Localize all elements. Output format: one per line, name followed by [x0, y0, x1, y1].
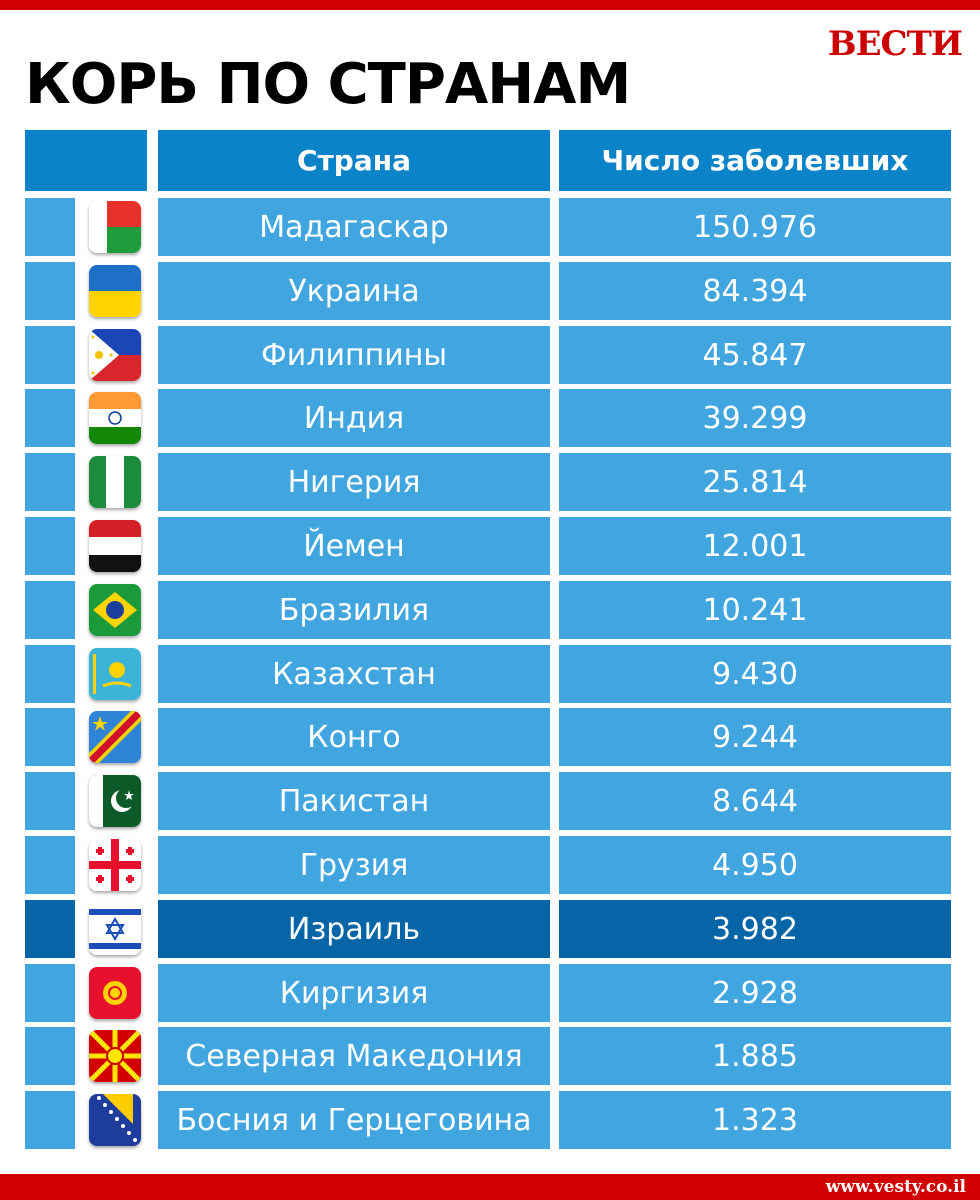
- case-count: 9.430: [559, 645, 951, 703]
- country-name: Казахстан: [158, 645, 550, 703]
- country-name: Мадагаскар: [158, 198, 550, 256]
- country-name: Северная Македония: [158, 1027, 550, 1085]
- georgia-flag-icon: [89, 839, 141, 891]
- table-row: Казахстан 9.430: [0, 645, 980, 703]
- case-count: 10.241: [559, 581, 951, 639]
- table-row: Конго 9.244: [0, 708, 980, 766]
- table-row: Йемен 12.001: [0, 517, 980, 575]
- row-marker-cell: [25, 326, 75, 384]
- case-count: 150.976: [559, 198, 951, 256]
- ukraine-flag-icon: [89, 265, 141, 317]
- country-name: Украина: [158, 262, 550, 320]
- row-marker-cell: [25, 645, 75, 703]
- table-row: Мадагаскар 150.976: [0, 198, 980, 256]
- case-count: 4.950: [559, 836, 951, 894]
- row-marker-cell: [25, 453, 75, 511]
- column-header-cases: Число заболевших: [559, 130, 951, 191]
- case-count: 2.928: [559, 964, 951, 1022]
- israel-flag-icon: [89, 903, 141, 955]
- table-row: Киргизия 2.928: [0, 964, 980, 1022]
- country-name: Босния и Герцеговина: [158, 1091, 550, 1149]
- chart-title: КОРЬ ПО СТРАНАМ: [25, 52, 631, 117]
- row-marker-cell: [25, 1027, 75, 1085]
- philippines-flag-icon: [89, 329, 141, 381]
- kazakhstan-flag-icon: [89, 648, 141, 700]
- case-count: 8.644: [559, 772, 951, 830]
- table-row: Израиль 3.982: [0, 900, 980, 958]
- country-name: Филиппины: [158, 326, 550, 384]
- row-marker-cell: [25, 581, 75, 639]
- row-marker-cell: [25, 389, 75, 447]
- country-name: Израиль: [158, 900, 550, 958]
- country-name: Пакистан: [158, 772, 550, 830]
- country-name: Грузия: [158, 836, 550, 894]
- case-count: 84.394: [559, 262, 951, 320]
- site-url: www.vesty.co.il: [825, 1177, 966, 1197]
- table-row: Нигерия 25.814: [0, 453, 980, 511]
- case-count: 25.814: [559, 453, 951, 511]
- row-marker-cell: [25, 262, 75, 320]
- table-row: Индия 39.299: [0, 389, 980, 447]
- row-marker-cell: [25, 198, 75, 256]
- pakistan-flag-icon: [89, 775, 141, 827]
- case-count: 9.244: [559, 708, 951, 766]
- country-name: Конго: [158, 708, 550, 766]
- case-count: 39.299: [559, 389, 951, 447]
- north-macedonia-flag-icon: [89, 1030, 141, 1082]
- madagascar-flag-icon: [89, 201, 141, 253]
- table-row: Босния и Герцеговина 1.323: [0, 1091, 980, 1149]
- table-row: Грузия 4.950: [0, 836, 980, 894]
- bosnia-flag-icon: [89, 1094, 141, 1146]
- header-flag-cell: [25, 130, 147, 191]
- row-marker-cell: [25, 836, 75, 894]
- row-marker-cell: [25, 1091, 75, 1149]
- row-marker-cell: [25, 772, 75, 830]
- country-name: Бразилия: [158, 581, 550, 639]
- case-count: 1.885: [559, 1027, 951, 1085]
- kyrgyzstan-flag-icon: [89, 967, 141, 1019]
- table-row: Филиппины 45.847: [0, 326, 980, 384]
- table-row: Бразилия 10.241: [0, 581, 980, 639]
- top-accent-bar: [0, 0, 980, 10]
- nigeria-flag-icon: [89, 456, 141, 508]
- country-name: Нигерия: [158, 453, 550, 511]
- congo-flag-icon: [89, 711, 141, 763]
- row-marker-cell: [25, 964, 75, 1022]
- row-marker-cell: [25, 900, 75, 958]
- country-name: Йемен: [158, 517, 550, 575]
- column-header-country: Страна: [158, 130, 550, 191]
- vesti-logo: ВЕСТИ: [827, 24, 963, 64]
- row-marker-cell: [25, 708, 75, 766]
- india-flag-icon: [89, 392, 141, 444]
- table-row: Украина 84.394: [0, 262, 980, 320]
- case-count: 1.323: [559, 1091, 951, 1149]
- row-marker-cell: [25, 517, 75, 575]
- table-row: Пакистан 8.644: [0, 772, 980, 830]
- yemen-flag-icon: [89, 520, 141, 572]
- case-count: 3.982: [559, 900, 951, 958]
- country-name: Киргизия: [158, 964, 550, 1022]
- bottom-accent-bar: www.vesty.co.il: [0, 1174, 980, 1200]
- case-count: 12.001: [559, 517, 951, 575]
- country-name: Индия: [158, 389, 550, 447]
- table-row: Северная Македония 1.885: [0, 1027, 980, 1085]
- case-count: 45.847: [559, 326, 951, 384]
- brazil-flag-icon: [89, 584, 141, 636]
